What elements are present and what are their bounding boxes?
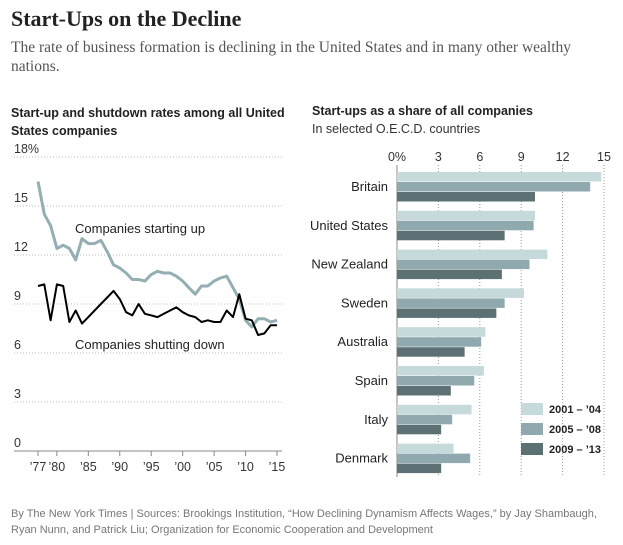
bar (397, 210, 535, 221)
category-label: Australia (337, 334, 388, 349)
x-tick-label: 6 (476, 150, 483, 164)
y-tick-label: 12 (14, 240, 28, 254)
bar (397, 249, 548, 260)
bar (397, 386, 451, 396)
bar (397, 230, 505, 241)
bar (397, 404, 472, 415)
y-tick-label: 3 (14, 387, 21, 401)
bar-chart: 0% 3 6 9 12 15 Britain United States New Zealand… (310, 150, 611, 477)
x-tick-label: ’95 (143, 460, 160, 474)
y-tick-label: 6 (14, 338, 21, 352)
bar (397, 327, 486, 337)
x-tick-label: ’90 (111, 460, 128, 474)
bar (397, 453, 471, 464)
category-label: Spain (355, 373, 388, 388)
series-line-shutdowns (37, 283, 277, 336)
x-tick-label: ’05 (206, 460, 223, 474)
category-label: New Zealand (311, 257, 388, 272)
legend-label: 2001 – ’04 (549, 404, 602, 416)
x-tick-label: ’00 (174, 460, 191, 474)
x-tick-label: 9 (518, 150, 525, 164)
bar (397, 298, 505, 308)
category-label: Italy (364, 412, 388, 427)
right-chart-subtitle: In selected O.E.C.D. countries (312, 122, 481, 136)
category-label: United States (310, 218, 389, 233)
bar (397, 376, 475, 386)
bar (397, 337, 482, 347)
legend: 2001 – ’04 2005 – ’08 2009 – ’13 (521, 403, 602, 456)
y-tick-label: 18% (14, 142, 39, 156)
bar (397, 463, 442, 474)
line-chart: 18% 15 12 9 6 3 0 ’77’80 ’85 ’90 ’95 ’00 ’05 ’10 ’15 Co… (14, 142, 285, 474)
bar (397, 443, 454, 454)
bar (397, 347, 465, 357)
bar (397, 424, 442, 435)
bar (397, 182, 591, 192)
x-tick-label: 0% (388, 150, 406, 164)
source-note: By The New York Times | Sources: Brookin… (11, 508, 597, 536)
legend-swatch (521, 443, 543, 455)
x-tick-label: ’85 (80, 460, 97, 474)
x-tick-label: ’77 (30, 460, 47, 474)
x-tick-label: ’10 (237, 460, 254, 474)
bar (397, 308, 497, 318)
x-tick-label: 3 (435, 150, 442, 164)
legend-label: 2009 – ’13 (549, 444, 601, 456)
legend-label: 2005 – ’08 (549, 424, 601, 436)
x-tick-label: 12 (556, 150, 570, 164)
series-label-startups: Companies starting up (75, 221, 205, 236)
series-label-shutdowns: Companies shutting down (75, 337, 225, 352)
bar (397, 366, 484, 376)
category-label: Denmark (335, 451, 388, 466)
bar (397, 259, 530, 270)
bar (397, 414, 453, 425)
chart-subtitle: The rate of business formation is declin… (11, 39, 572, 75)
left-chart-title: Start-up and shutdown rates among all Un… (11, 106, 285, 138)
y-tick-label: 0 (14, 436, 21, 450)
category-label: Sweden (341, 295, 388, 310)
legend-swatch (521, 403, 543, 415)
x-tick-label: 15 (597, 150, 611, 164)
x-tick-label: ’80 (49, 460, 66, 474)
y-tick-label: 9 (14, 289, 21, 303)
category-label: Britain (351, 179, 388, 194)
bar (397, 220, 534, 231)
right-chart-title: Start-ups as a share of all companies (312, 104, 533, 118)
series-line-startups (36, 181, 278, 329)
legend-swatch (521, 423, 543, 435)
bar (397, 172, 602, 182)
bar (397, 288, 524, 298)
bar (397, 269, 502, 280)
x-tick-label: ’15 (269, 460, 286, 474)
bar (397, 192, 535, 202)
y-tick-label: 15 (14, 191, 28, 205)
chart-title: Start-Ups on the Decline (11, 6, 242, 31)
